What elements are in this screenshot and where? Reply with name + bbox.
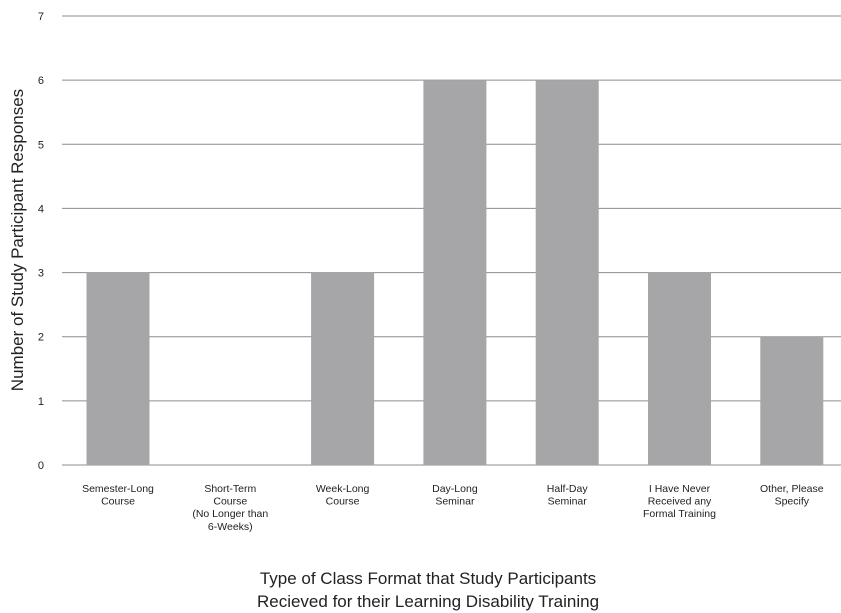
x-axis-title-line: Recieved for their Learning Disability T… <box>257 592 599 611</box>
category-label: Other, Please Specify <box>760 483 824 508</box>
category-label: Day-Long Seminar <box>432 483 478 508</box>
y-tick-label: 1 <box>38 396 44 408</box>
category-label: Half-Day Seminar <box>547 483 589 508</box>
category-labels: Semester-Long Course Short-Term Course (No L… <box>82 483 824 533</box>
bar <box>423 80 487 466</box>
category-label: Week-Long Course <box>316 483 370 508</box>
bar <box>535 80 599 466</box>
bar <box>86 272 150 465</box>
category-label: Semester-Long Course <box>82 483 154 508</box>
bar <box>648 272 711 465</box>
y-tick-label: 4 <box>38 203 44 215</box>
category-label: I Have Never Received any Formal Training <box>643 483 716 520</box>
bars <box>86 80 824 466</box>
bar <box>760 336 824 465</box>
y-tick-label: 6 <box>38 75 44 87</box>
y-tick-label: 0 <box>38 460 44 472</box>
x-axis-title-line: Type of Class Format that Study Particip… <box>260 569 596 588</box>
y-tick-label: 5 <box>38 139 44 151</box>
x-axis-title: Type of Class Format that Study Particip… <box>257 569 599 611</box>
y-tick-label: 2 <box>38 332 44 344</box>
y-tick-label: 3 <box>38 268 44 280</box>
y-tick-label: 7 <box>38 11 44 23</box>
category-label: Short-Term Course (No Longer than 6-Weeks) <box>192 483 268 533</box>
y-tick-labels: 0 1 2 3 4 5 6 7 <box>38 11 44 472</box>
y-axis-title: Number of Study Participant Responses <box>8 89 27 391</box>
bar <box>311 272 375 465</box>
